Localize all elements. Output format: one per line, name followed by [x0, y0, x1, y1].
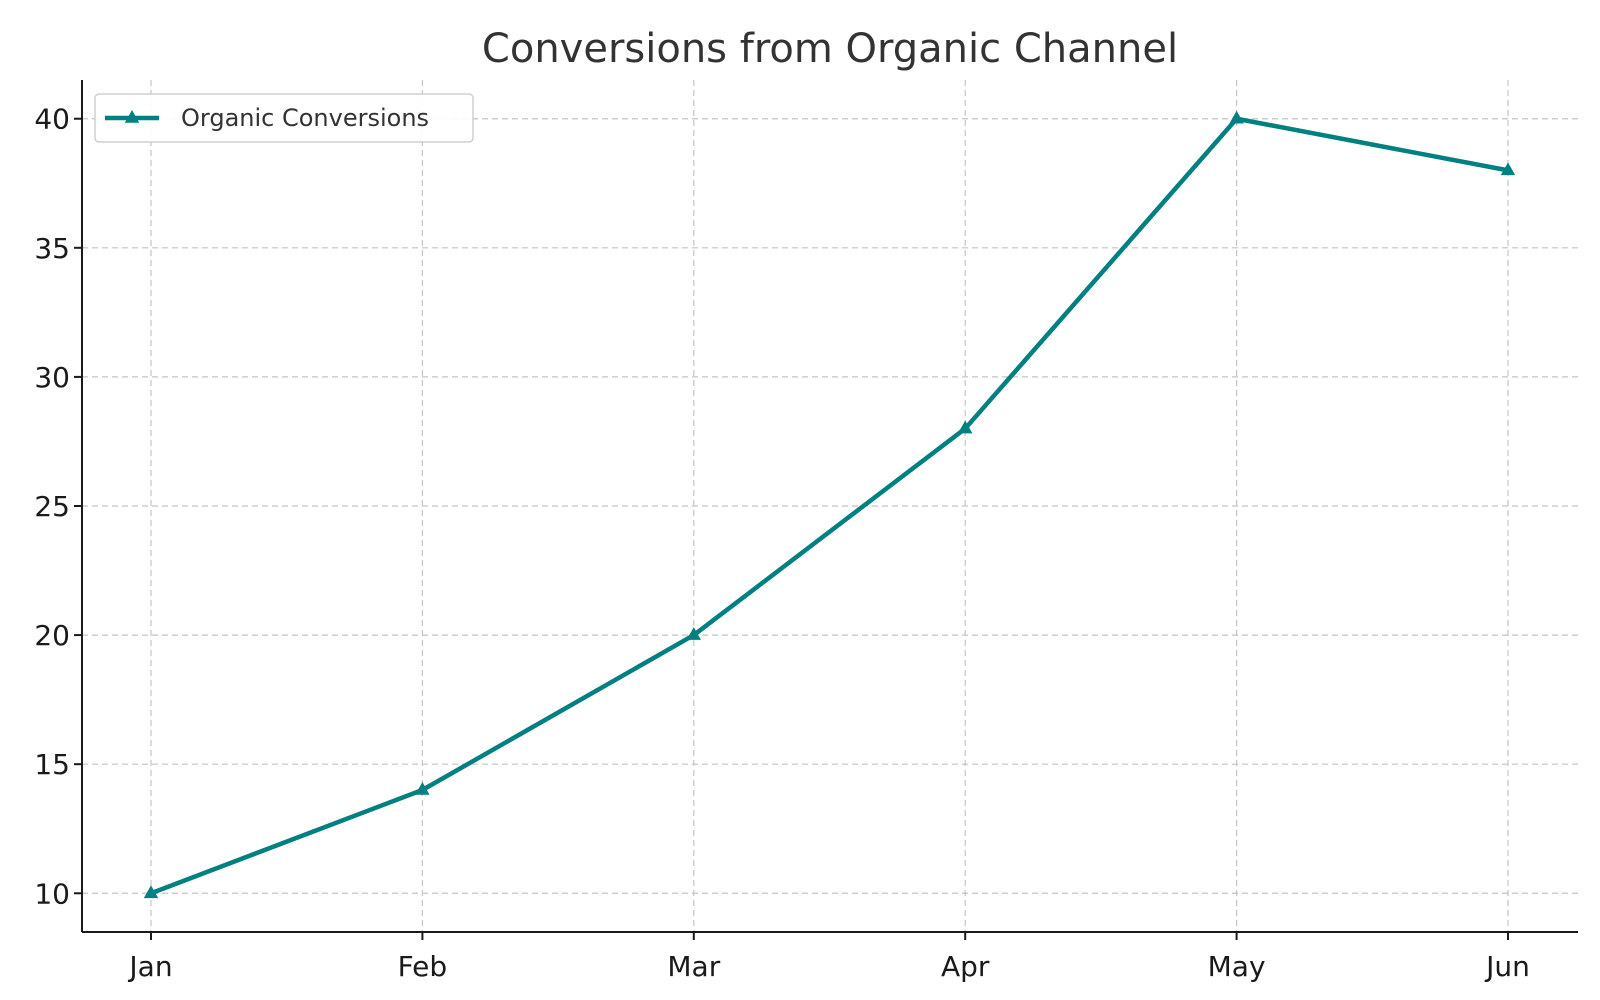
data-point-marker	[143, 885, 159, 899]
x-tick-label: Jan	[127, 950, 172, 983]
legend-label: Organic Conversions	[181, 104, 429, 132]
x-tick-label: Mar	[667, 950, 720, 983]
y-tick-label: 25	[34, 490, 70, 523]
data-point-marker	[415, 782, 430, 795]
series-layer	[143, 110, 1516, 899]
legend-box	[94, 93, 474, 143]
x-tick-label: Feb	[398, 950, 448, 983]
series-line	[148, 116, 1511, 896]
chart-title: Conversions from Organic Channel	[482, 26, 1178, 72]
y-tick-label: 30	[34, 361, 70, 394]
y-tick-label: 35	[34, 232, 70, 265]
x-tick-label: Jun	[1484, 950, 1530, 983]
x-tick-label: May	[1208, 950, 1266, 983]
data-point-marker	[686, 627, 701, 640]
grid-lines	[82, 80, 1578, 932]
data-point-marker	[958, 420, 973, 434]
y-tick-label: 40	[34, 103, 70, 136]
legend: Organic Conversions	[94, 93, 474, 143]
x-tick-label: Apr	[941, 950, 990, 983]
data-point-marker	[1229, 110, 1244, 124]
y-tick-label: 10	[34, 877, 70, 910]
y-tick-label: 20	[34, 619, 70, 652]
legend-marker-swatch	[124, 110, 140, 123]
tick-labels: Jan Feb Mar Apr May Jun 10 15 20 25 30 35 40	[34, 103, 1530, 983]
data-point-marker	[1500, 162, 1516, 176]
axes	[74, 80, 1578, 940]
y-tick-label: 15	[34, 748, 70, 781]
